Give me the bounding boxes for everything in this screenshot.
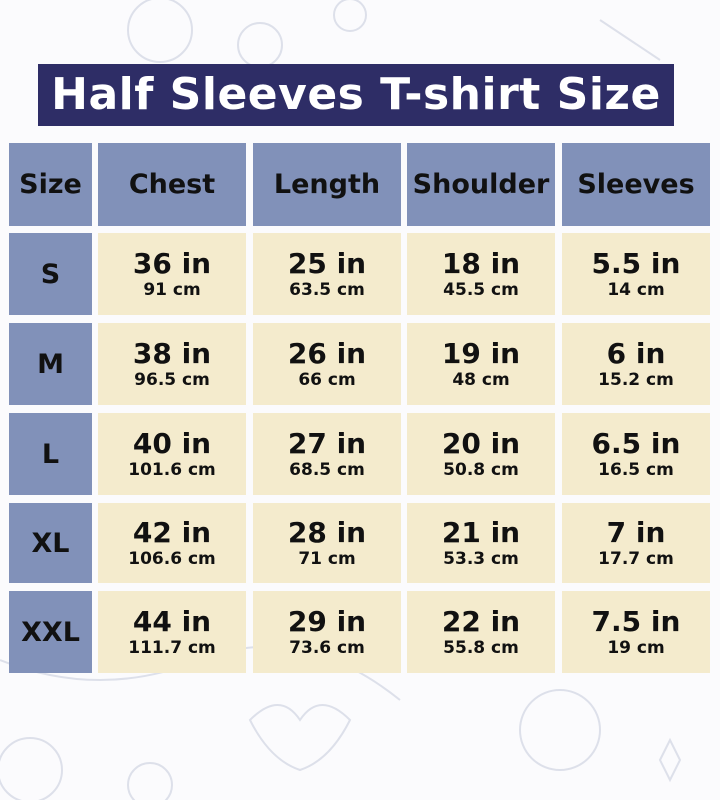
measurement-cell-chest: 36 in 91 cm bbox=[98, 233, 246, 315]
size-label: L bbox=[9, 413, 92, 495]
header-chest: Chest bbox=[98, 143, 246, 226]
cm-value: 106.6 cm bbox=[128, 549, 216, 569]
size-label: M bbox=[9, 323, 92, 405]
measurement-cell-length: 28 in 71 cm bbox=[253, 503, 401, 583]
inches-value: 5.5 in bbox=[591, 247, 681, 280]
size-label: XL bbox=[9, 503, 92, 583]
cm-value: 91 cm bbox=[143, 280, 201, 300]
inches-value: 38 in bbox=[132, 337, 212, 370]
measurement-cell-chest: 44 in 111.7 cm bbox=[98, 591, 246, 673]
inches-value: 6.5 in bbox=[591, 427, 681, 460]
size-label: S bbox=[9, 233, 92, 315]
measurement-cell-sleeves: 6 in 15.2 cm bbox=[562, 323, 710, 405]
cm-value: 63.5 cm bbox=[289, 280, 365, 300]
measurement-cell-sleeves: 5.5 in 14 cm bbox=[562, 233, 710, 315]
page-title: Half Sleeves T-shirt Size bbox=[38, 64, 674, 126]
inches-value: 19 in bbox=[441, 337, 521, 370]
cm-value: 17.7 cm bbox=[598, 549, 674, 569]
cm-value: 45.5 cm bbox=[443, 280, 519, 300]
header-shoulder: Shoulder bbox=[407, 143, 555, 226]
measurement-cell-length: 26 in 66 cm bbox=[253, 323, 401, 405]
cm-value: 111.7 cm bbox=[128, 638, 216, 658]
inches-value: 36 in bbox=[132, 247, 212, 280]
size-label: XXL bbox=[9, 591, 92, 673]
inches-value: 6 in bbox=[606, 337, 666, 370]
header-size: Size bbox=[9, 143, 92, 226]
cm-value: 101.6 cm bbox=[128, 460, 216, 480]
measurement-cell-chest: 40 in 101.6 cm bbox=[98, 413, 246, 495]
inches-value: 26 in bbox=[287, 337, 367, 370]
cm-value: 53.3 cm bbox=[443, 549, 519, 569]
cm-value: 19 cm bbox=[607, 638, 665, 658]
header-length: Length bbox=[253, 143, 401, 226]
inches-value: 27 in bbox=[287, 427, 367, 460]
cm-value: 16.5 cm bbox=[598, 460, 674, 480]
cm-value: 55.8 cm bbox=[443, 638, 519, 658]
cm-value: 71 cm bbox=[298, 549, 356, 569]
measurement-cell-chest: 42 in 106.6 cm bbox=[98, 503, 246, 583]
measurement-cell-length: 29 in 73.6 cm bbox=[253, 591, 401, 673]
header-sleeves: Sleeves bbox=[562, 143, 710, 226]
cm-value: 96.5 cm bbox=[134, 370, 210, 390]
inches-value: 22 in bbox=[441, 605, 521, 638]
cm-value: 50.8 cm bbox=[443, 460, 519, 480]
measurement-cell-shoulder: 22 in 55.8 cm bbox=[407, 591, 555, 673]
cm-value: 73.6 cm bbox=[289, 638, 365, 658]
inches-value: 44 in bbox=[132, 605, 212, 638]
inches-value: 7 in bbox=[606, 516, 666, 549]
inches-value: 7.5 in bbox=[591, 605, 681, 638]
measurement-cell-chest: 38 in 96.5 cm bbox=[98, 323, 246, 405]
measurement-cell-length: 25 in 63.5 cm bbox=[253, 233, 401, 315]
inches-value: 20 in bbox=[441, 427, 521, 460]
cm-value: 66 cm bbox=[298, 370, 356, 390]
inches-value: 28 in bbox=[287, 516, 367, 549]
cm-value: 48 cm bbox=[452, 370, 510, 390]
inches-value: 40 in bbox=[132, 427, 212, 460]
cm-value: 14 cm bbox=[607, 280, 665, 300]
inches-value: 29 in bbox=[287, 605, 367, 638]
measurement-cell-shoulder: 21 in 53.3 cm bbox=[407, 503, 555, 583]
measurement-cell-sleeves: 7 in 17.7 cm bbox=[562, 503, 710, 583]
inches-value: 21 in bbox=[441, 516, 521, 549]
inches-value: 25 in bbox=[287, 247, 367, 280]
measurement-cell-length: 27 in 68.5 cm bbox=[253, 413, 401, 495]
inches-value: 18 in bbox=[441, 247, 521, 280]
measurement-cell-shoulder: 18 in 45.5 cm bbox=[407, 233, 555, 315]
inches-value: 42 in bbox=[132, 516, 212, 549]
measurement-cell-sleeves: 6.5 in 16.5 cm bbox=[562, 413, 710, 495]
measurement-cell-sleeves: 7.5 in 19 cm bbox=[562, 591, 710, 673]
measurement-cell-shoulder: 19 in 48 cm bbox=[407, 323, 555, 405]
cm-value: 15.2 cm bbox=[598, 370, 674, 390]
cm-value: 68.5 cm bbox=[289, 460, 365, 480]
measurement-cell-shoulder: 20 in 50.8 cm bbox=[407, 413, 555, 495]
